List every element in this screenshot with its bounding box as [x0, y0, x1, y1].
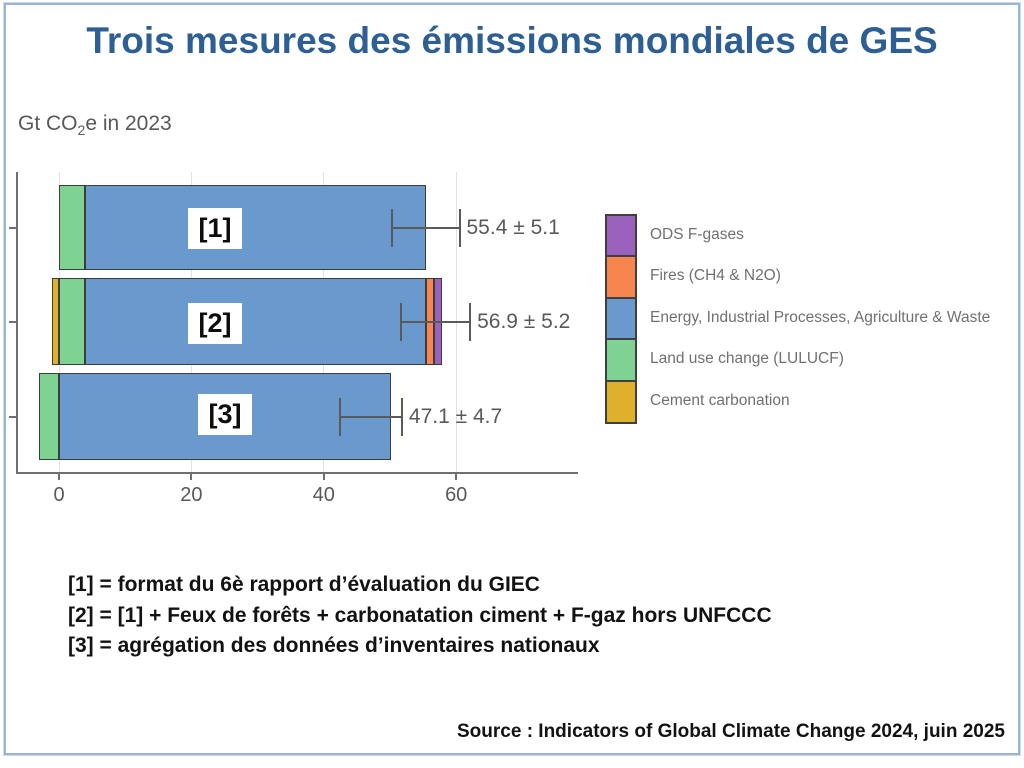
slide-border-frame	[4, 3, 1020, 755]
x-tick-label: 40	[312, 484, 335, 506]
unit-label-prefix: Gt CO	[18, 112, 78, 135]
x-axis-tick	[58, 472, 60, 480]
value-annotation: 56.9 ± 5.2	[477, 309, 571, 333]
y-axis-tick	[9, 226, 17, 229]
y-axis-tick	[9, 415, 17, 418]
error-bar-line	[401, 320, 471, 323]
x-axis	[16, 472, 578, 474]
bar-segment	[52, 278, 59, 365]
x-tick-label: 0	[53, 484, 65, 506]
value-annotation: 55.4 ± 5.1	[466, 215, 560, 239]
error-bar-line	[391, 226, 460, 229]
legend-swatch-2	[605, 255, 637, 300]
value-annotation: 47.1 ± 4.7	[408, 404, 503, 428]
x-tick-label: 20	[180, 484, 203, 506]
legend-label-1: ODS F-gases	[650, 226, 744, 243]
legend-label-2: Fires (CH4 & N2O)	[650, 267, 781, 285]
footnote-3: [3] = agrégation des données d’inventair…	[68, 634, 600, 657]
y-axis-tick	[9, 320, 17, 323]
footnote-1: [1] = format du 6è rapport d’évaluation …	[68, 573, 540, 596]
error-bar-cap-left	[390, 208, 393, 247]
footnotes: [1] = format du 6è rapport d’évaluation …	[68, 570, 772, 662]
bar-label-box: [1]	[188, 208, 242, 249]
legend: ODS F-gases Fires (CH4 & N2O) Energy, Indu…	[605, 214, 1024, 432]
axis-unit-label: Gt CO2e in 2023	[18, 112, 172, 138]
bar-segment	[84, 278, 426, 365]
bar-segment	[59, 278, 85, 365]
unit-label-subscript: 2	[77, 122, 86, 139]
error-bar-cap-right	[400, 397, 403, 436]
legend-swatch-4	[605, 338, 637, 383]
y-axis	[16, 172, 18, 474]
error-bar-cap-right	[469, 302, 472, 341]
x-axis-tick	[322, 472, 325, 480]
x-tick-label: 60	[445, 484, 468, 506]
error-bar-cap-left	[400, 302, 403, 341]
error-bar-cap-right	[458, 208, 461, 247]
error-bar-line	[339, 415, 402, 418]
bar-segment	[59, 185, 85, 270]
legend-label-5: Cement carbonation	[650, 391, 790, 409]
error-bar-cap-left	[338, 397, 341, 436]
x-axis-tick	[190, 472, 193, 480]
bar-segment	[84, 185, 426, 270]
page-title: Trois mesures des émissions mondiales de…	[86, 20, 938, 61]
legend-swatch-1	[605, 214, 637, 258]
bar-segment	[39, 373, 59, 460]
plot-area: 0 20 40 60 55.4 ± 5.1 [1] 56.9 ± 5.2 [2] 47.1 ± …	[0, 165, 600, 520]
x-axis-tick	[455, 472, 458, 480]
bar-label-box: [3]	[198, 394, 252, 435]
unit-label-suffix: e in 2023	[85, 112, 172, 135]
legend-swatch-3	[605, 296, 637, 341]
footnote-2: [2] = [1] + Feux de forêts + carbonatati…	[68, 603, 772, 627]
legend-label-3: Energy, Industrial Processes, Agricultur…	[650, 308, 991, 326]
bar-label-box: [2]	[188, 303, 242, 344]
source-credit: Source : Indicators of Global Climate Ch…	[457, 721, 1005, 742]
legend-swatch-5	[605, 379, 637, 424]
legend-label-4: Land use change (LULUCF)	[650, 350, 844, 368]
